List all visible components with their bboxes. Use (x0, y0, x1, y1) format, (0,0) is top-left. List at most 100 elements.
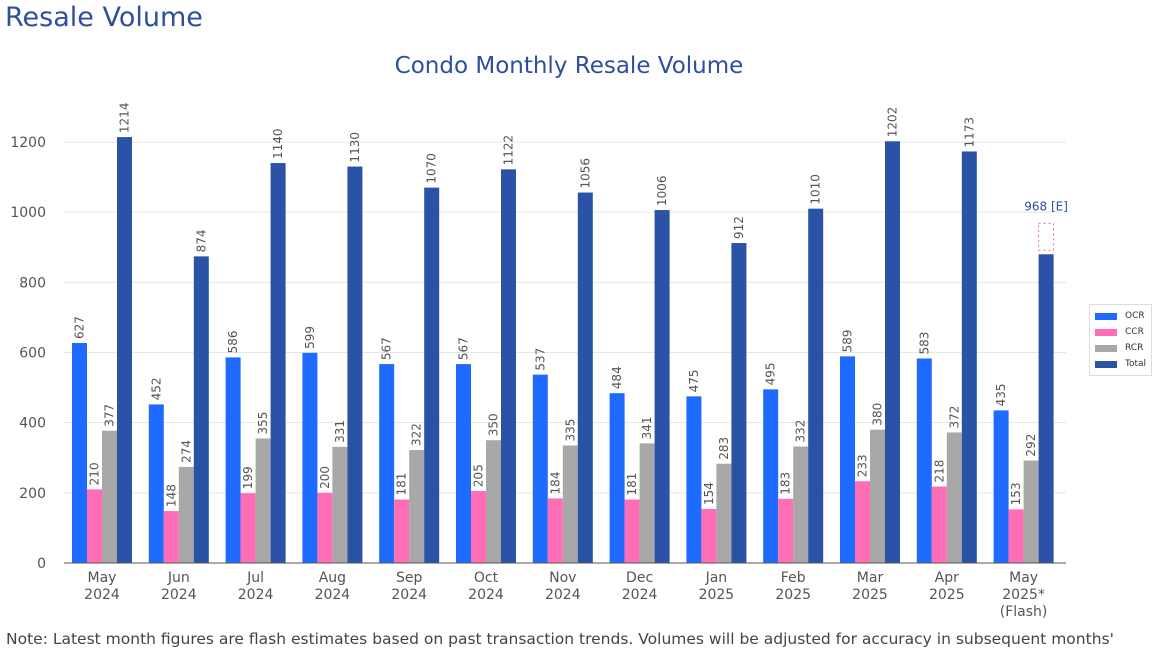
bar-total (193, 256, 209, 563)
bar-chart: Condo Monthly Resale Volume 0 200 400 600 800… (10, 53, 1068, 620)
bar-rcr (409, 450, 425, 563)
data-label: 1122 (502, 135, 516, 166)
data-label: 589 (841, 329, 855, 352)
x-tick-label: Sep (396, 570, 423, 586)
bar-ccr (855, 481, 870, 563)
y-tick-label: 600 (19, 346, 46, 362)
data-label: 380 (871, 403, 885, 426)
data-label: 355 (256, 412, 270, 435)
x-tick-label: 2024 (238, 587, 274, 603)
bar-ccr (317, 492, 333, 563)
x-tick-label: Mar (857, 570, 884, 586)
legend-item: OCR (1095, 308, 1146, 324)
bar-total (654, 210, 670, 564)
y-tick-label: 1000 (10, 205, 46, 221)
data-label: 599 (303, 326, 317, 349)
data-label: 484 (610, 366, 624, 389)
x-tick-label: 2024 (391, 587, 427, 603)
legend-item: CCR (1095, 324, 1146, 340)
bar-total (885, 141, 900, 563)
bar-ocr (993, 410, 1009, 563)
data-label: 1070 (425, 153, 439, 184)
data-label: 567 (380, 337, 394, 360)
data-label: 452 (149, 378, 163, 401)
bar-rcr (102, 430, 117, 563)
data-label: 210 (88, 462, 102, 485)
data-label: 332 (794, 420, 808, 443)
bar-ccr (547, 498, 563, 563)
bar-total (961, 151, 977, 563)
bar-ocr (72, 343, 87, 563)
bar-ocr (302, 352, 318, 563)
bar-rcr (946, 432, 962, 563)
x-tick-label: Dec (626, 570, 653, 586)
bar-ccr (87, 489, 102, 563)
x-tick-label: 2025 (775, 587, 811, 603)
bar-ocr (148, 404, 164, 563)
data-label: 1140 (271, 129, 285, 160)
y-tick-label: 200 (19, 486, 46, 502)
bar-ccr (931, 486, 947, 563)
data-label: 537 (533, 348, 547, 371)
data-label: 874 (194, 229, 208, 252)
data-label: 341 (640, 416, 654, 439)
x-tick-label: Jan (705, 570, 728, 586)
bar-total (808, 208, 824, 564)
x-tick-label: 2025 (929, 587, 965, 603)
bar-total (1038, 254, 1054, 563)
legend-item: Total (1095, 356, 1146, 372)
data-label: 1010 (809, 174, 823, 205)
x-tick-label: May (1009, 570, 1038, 586)
data-label: 335 (563, 419, 577, 442)
x-tick-label: May (88, 570, 117, 586)
bar-total (117, 137, 132, 564)
data-label: 181 (395, 473, 409, 496)
data-label: 153 (1009, 482, 1023, 505)
x-tick-label: Apr (935, 570, 959, 586)
bar-rcr (870, 429, 885, 563)
y-tick-label: 0 (37, 556, 46, 572)
data-label: 1214 (118, 103, 132, 134)
bar-total (501, 169, 516, 564)
x-tick-label: Aug (319, 570, 346, 586)
legend-label: Total (1125, 359, 1147, 369)
x-tick-label: 2025* (1002, 587, 1045, 603)
bar-rcr (255, 438, 271, 563)
bar-ccr (778, 498, 794, 563)
data-label: 1006 (655, 176, 669, 207)
legend-label: CCR (1125, 327, 1144, 337)
data-label: 495 (764, 362, 778, 385)
data-label: 283 (717, 437, 731, 460)
bar-ocr (532, 374, 548, 563)
bar-rcr (486, 440, 501, 563)
data-label: 181 (625, 473, 639, 496)
data-label: 475 (687, 369, 701, 392)
legend-swatch (1095, 344, 1117, 352)
bar-ccr (701, 508, 717, 563)
bar-ccr (394, 499, 410, 563)
bar-rcr (793, 446, 809, 563)
data-label: 148 (164, 484, 178, 507)
bar-ocr (609, 393, 625, 563)
data-label: 292 (1024, 434, 1038, 457)
y-tick-label: 400 (19, 416, 46, 432)
x-tick-label: 2024 (161, 587, 197, 603)
legend-swatch (1095, 312, 1117, 320)
page-title: Resale Volume (5, 2, 203, 33)
data-label: 372 (947, 406, 961, 429)
x-tick-label: 2025 (699, 587, 735, 603)
data-label: 627 (73, 316, 87, 339)
x-tick-label: 2024 (315, 587, 351, 603)
data-label: 350 (487, 413, 501, 436)
data-label: 912 (732, 216, 746, 239)
data-label: 274 (179, 440, 193, 463)
x-tick-label: Feb (781, 570, 806, 586)
bar-total (347, 166, 363, 563)
x-tick-label: 2024 (84, 587, 120, 603)
x-tick-label: Jun (167, 570, 190, 586)
x-tick-label: Jul (246, 570, 264, 586)
data-label: 583 (917, 332, 931, 355)
bar-rcr (716, 463, 732, 563)
footnote: Note: Latest month figures are flash est… (6, 630, 1114, 648)
bar-ocr (379, 364, 395, 563)
